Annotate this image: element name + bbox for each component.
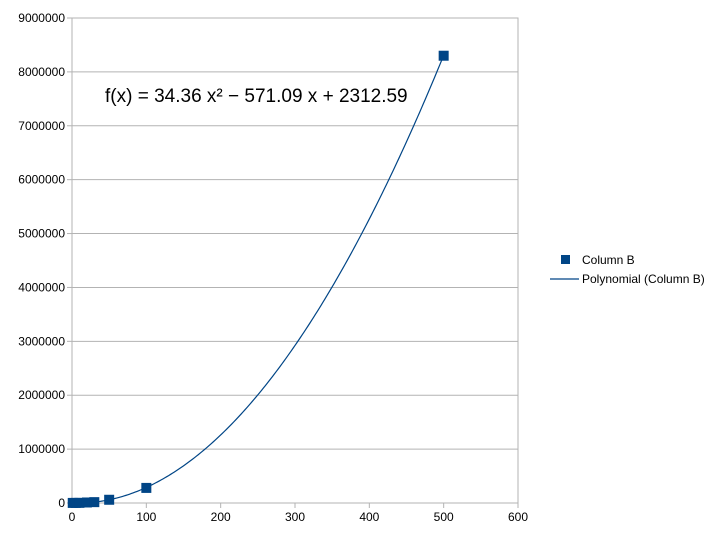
x-tick-label: 200	[211, 510, 231, 524]
y-tick-label: 4000000	[18, 280, 65, 294]
y-tick-label: 3000000	[18, 334, 65, 348]
legend: Column B Polynomial (Column B)	[550, 253, 705, 286]
legend-marker-column-b	[561, 255, 570, 264]
data-points	[67, 50, 449, 508]
x-tick-label: 0	[69, 510, 76, 524]
x-tick-label: 500	[434, 510, 454, 524]
y-tick-label: 6000000	[18, 173, 65, 187]
data-point	[74, 497, 85, 508]
x-tick-label: 400	[359, 510, 379, 524]
y-tick-label: 5000000	[18, 227, 65, 241]
y-tick-label: 8000000	[18, 65, 65, 79]
y-tick-label: 2000000	[18, 388, 65, 402]
trendline-curve	[71, 55, 445, 504]
data-point	[438, 50, 449, 61]
trendline-equation: f(x) = 34.36 x² − 571.09 x + 2312.59	[105, 86, 408, 107]
x-tick-label: 600	[508, 510, 528, 524]
plot-area-frame	[71, 17, 519, 504]
y-tick-label: 0	[58, 496, 65, 510]
y-tick-label: 7000000	[18, 119, 65, 133]
data-point	[81, 497, 92, 508]
data-point	[141, 482, 152, 493]
x-tick-label: 100	[136, 510, 156, 524]
x-tick-label: 300	[285, 510, 305, 524]
legend-label-polynomial: Polynomial (Column B)	[582, 272, 705, 286]
y-tick-label: 9000000	[18, 11, 65, 25]
axis-tick-labels: 0100000020000003000000400000050000006000…	[18, 11, 528, 524]
y-tick-label: 1000000	[18, 442, 65, 456]
data-point	[89, 497, 100, 508]
trendline	[71, 55, 445, 504]
data-point	[104, 494, 115, 505]
legend-label-column-b: Column B	[582, 253, 635, 267]
